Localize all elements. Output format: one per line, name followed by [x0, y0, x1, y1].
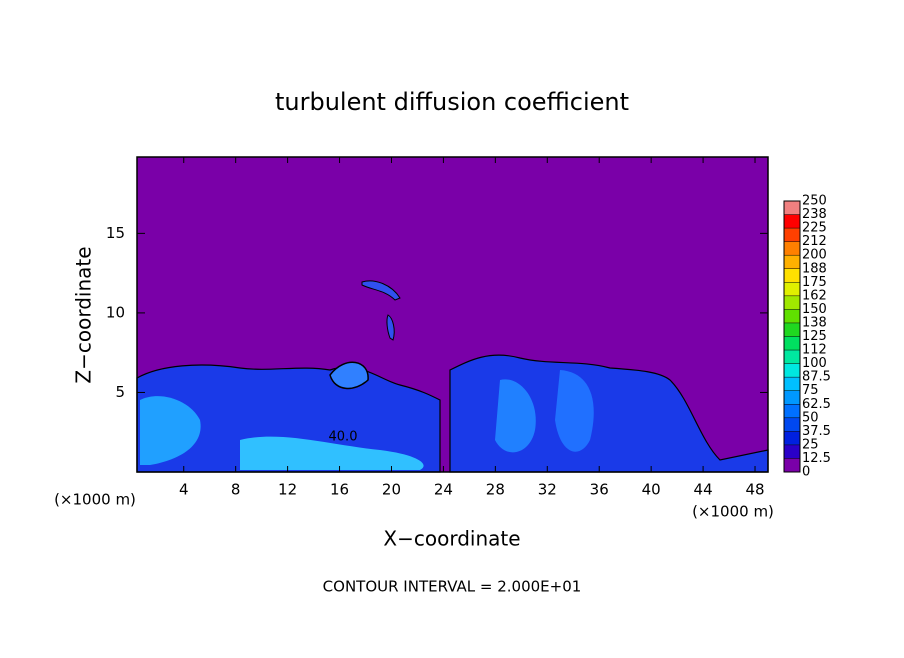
colorbar-band [784, 390, 800, 405]
x-tick-label: 48 [745, 481, 764, 499]
colorbar-tick-label: 62.5 [802, 397, 831, 412]
colorbar-band [784, 268, 800, 283]
colorbar-tick-label: 0 [802, 465, 810, 480]
colorbar-band [784, 363, 800, 378]
colorbar-tick-label: 50 [802, 410, 819, 425]
footnote: CONTOUR INTERVAL = 2.000E+01 [323, 578, 582, 596]
x-tick-label: 4 [179, 481, 189, 499]
colorbar-band [784, 377, 800, 391]
colorbar-band [784, 255, 800, 269]
x-tick-label: 40 [642, 481, 661, 499]
x-tick-label: 28 [486, 481, 505, 499]
x-tick-label: 44 [694, 481, 713, 499]
field-region [361, 280, 401, 301]
colorbar-tick-label: 162 [802, 288, 827, 303]
colorbar-tick-label: 212 [802, 234, 827, 249]
x-tick-label: 20 [382, 481, 401, 499]
field-region [329, 361, 369, 390]
x-tick-label: 12 [278, 481, 297, 499]
y-axis-label: Z−coordinate [72, 246, 96, 383]
x-unit: (×1000 m) [54, 491, 136, 509]
chart-title: turbulent diffusion coefficient [275, 88, 629, 116]
colorbar-tick-label: 25 [802, 437, 819, 452]
y-tick-label: 10 [106, 303, 125, 321]
field-region [136, 364, 441, 473]
field-region [386, 314, 395, 341]
colorbar-tick-label: 150 [802, 302, 827, 317]
x-tick-label: 36 [590, 481, 609, 499]
colorbar-tick-label: 12.5 [802, 451, 831, 466]
field-region [555, 370, 594, 452]
field [136, 280, 769, 473]
y-tick-label: 15 [106, 224, 125, 242]
x-axis-label: X−coordinate [383, 527, 520, 551]
colorbar-band [784, 431, 800, 445]
field-region [495, 379, 536, 453]
colorbar-band [784, 350, 800, 364]
field-region [240, 436, 424, 470]
colorbar-tick-label: 87.5 [802, 370, 831, 385]
colorbar-band [784, 282, 800, 296]
x-tick-label: 32 [538, 481, 557, 499]
colorbar-band [784, 417, 800, 432]
colorbar-band [784, 458, 800, 472]
colorbar-tick-label: 188 [802, 261, 827, 276]
colorbar-tick-label: 175 [802, 275, 827, 290]
colorbar-band [784, 404, 800, 418]
colorbar-band [784, 201, 800, 215]
colorbar-band [784, 228, 800, 242]
colorbar-tick-label: 125 [802, 329, 827, 344]
colorbar-tick-label: 200 [802, 248, 827, 263]
colorbar-band [784, 322, 800, 337]
colorbar-tick-label: 112 [802, 343, 827, 358]
y-unit: (×1000 m) [692, 503, 774, 521]
colorbar-band [784, 336, 800, 351]
x-tick-label: 16 [330, 481, 349, 499]
colorbar-tick-label: 75 [802, 383, 819, 398]
colorbar-band [784, 444, 800, 459]
colorbar-band [784, 214, 800, 229]
x-tick-label: 24 [434, 481, 453, 499]
x-tick-label: 8 [231, 481, 241, 499]
colorbar-band [784, 309, 800, 323]
y-tick-label: 5 [115, 383, 125, 401]
colorbar-tick-label: 138 [802, 315, 827, 330]
colorbar-tick-label: 100 [802, 356, 827, 371]
field-region [140, 396, 201, 465]
colorbar-tick-label: 238 [802, 207, 827, 222]
colorbar-tick-label: 250 [802, 194, 827, 209]
colorbar-band [784, 295, 800, 310]
plot-frame [136, 156, 769, 473]
contour-label: 40.0 [329, 430, 358, 445]
colorbar-band [784, 241, 800, 256]
colorbar-tick-label: 37.5 [802, 424, 831, 439]
colorbar-tick-label: 225 [802, 221, 827, 236]
